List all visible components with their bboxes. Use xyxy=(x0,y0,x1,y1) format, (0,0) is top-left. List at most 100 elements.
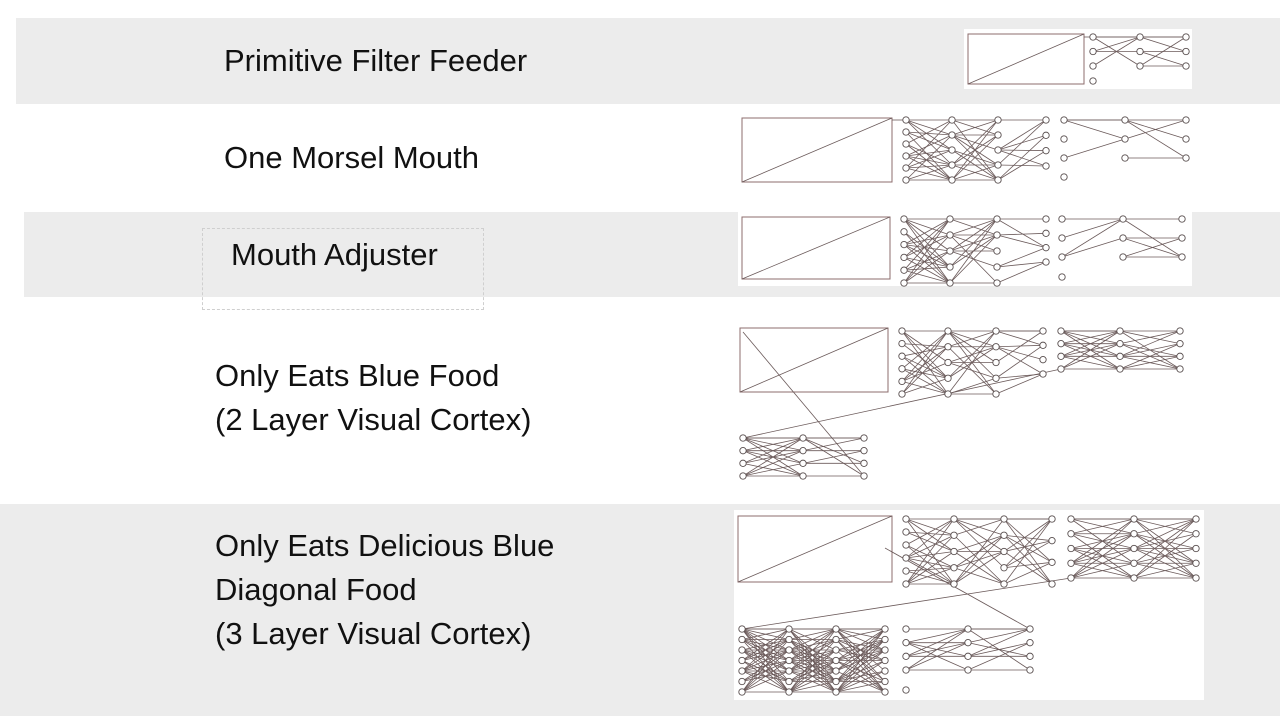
network-node xyxy=(902,128,910,136)
network-edge xyxy=(835,660,886,693)
network-node xyxy=(900,253,908,262)
network-node xyxy=(1042,162,1050,170)
network-node xyxy=(1058,273,1066,281)
network-node xyxy=(799,447,807,455)
network-edge xyxy=(967,628,1031,657)
network-edge xyxy=(1092,36,1141,52)
network-node xyxy=(993,247,1001,255)
network-node xyxy=(1058,253,1066,261)
row-label-only-eats-delicious-blue-diagonal-food: Only Eats Delicious Blue Diagonal Food (… xyxy=(215,524,554,656)
network-node xyxy=(1057,352,1065,360)
network-node xyxy=(739,459,747,467)
network-node xyxy=(1026,625,1034,633)
network-edge xyxy=(1061,218,1124,258)
network-edge xyxy=(788,649,837,693)
network-node xyxy=(1000,580,1008,588)
row-label-mouth-adjuster: Mouth Adjuster xyxy=(231,233,438,277)
network-edge xyxy=(903,218,951,258)
network-node xyxy=(900,266,908,274)
network-node xyxy=(1026,666,1034,674)
network-edge xyxy=(1119,355,1181,370)
network-edge xyxy=(1139,51,1187,67)
network-node xyxy=(1042,116,1050,124)
network-node xyxy=(1048,515,1056,523)
network-node xyxy=(1121,135,1129,143)
network-edge xyxy=(905,143,953,181)
network-edge xyxy=(997,135,1047,181)
network-node xyxy=(1042,244,1050,252)
network-node xyxy=(881,656,889,665)
network-node xyxy=(1182,116,1190,124)
label-line: One Morsel Mouth xyxy=(224,140,479,175)
network-node xyxy=(964,625,972,633)
network-edge xyxy=(905,119,953,136)
network-edge xyxy=(905,518,955,585)
network-edge xyxy=(905,131,953,151)
network-edge xyxy=(1124,119,1187,140)
network-edge xyxy=(905,551,955,559)
network-node xyxy=(1060,116,1068,124)
network-node xyxy=(1130,530,1138,538)
network-node xyxy=(902,152,910,160)
network-node xyxy=(1119,215,1127,223)
network-node xyxy=(944,390,952,398)
network-node xyxy=(946,231,954,239)
row-label-only-eats-blue-food: Only Eats Blue Food (2 Layer Visual Cort… xyxy=(215,354,531,442)
network-node xyxy=(994,176,1002,184)
network-node xyxy=(902,686,910,694)
network-edge xyxy=(903,244,951,268)
network-edge xyxy=(905,134,953,157)
network-edge xyxy=(949,218,998,236)
network-edge xyxy=(742,368,1062,439)
network-edge xyxy=(995,346,1044,361)
network-edge xyxy=(997,149,1047,152)
network-edge xyxy=(967,642,1031,671)
retina-box xyxy=(741,216,891,280)
network-node xyxy=(1178,234,1186,242)
network-edge xyxy=(1070,518,1135,579)
network-node xyxy=(946,279,954,287)
network-node xyxy=(738,635,746,644)
network-edge xyxy=(905,131,953,136)
network-node xyxy=(1042,258,1050,266)
network-node xyxy=(1176,340,1184,348)
network-edge xyxy=(903,218,951,284)
network-node xyxy=(1182,62,1190,70)
network-node xyxy=(994,161,1002,169)
network-node xyxy=(1089,77,1097,85)
network-edge xyxy=(1003,561,1053,569)
network-node xyxy=(785,656,793,665)
network-edge xyxy=(1061,218,1124,239)
network-node xyxy=(902,528,910,536)
network-edge xyxy=(835,628,886,672)
network-node xyxy=(946,215,954,223)
network-node xyxy=(902,639,910,647)
network-node xyxy=(738,677,746,686)
network-node xyxy=(785,635,793,644)
network-node xyxy=(944,343,952,351)
network-node xyxy=(1042,131,1050,139)
network-edge xyxy=(905,155,953,181)
network-edge xyxy=(1122,237,1183,258)
network-edge xyxy=(1060,330,1121,345)
network-node xyxy=(964,639,972,647)
row-label-primitive-filter-feeder: Primitive Filter Feeder xyxy=(224,39,527,83)
network-edge xyxy=(835,628,886,661)
network-node xyxy=(950,564,958,572)
network-edge xyxy=(741,670,790,693)
network-edge xyxy=(1070,562,1135,579)
network-node xyxy=(860,472,868,480)
retina-box xyxy=(967,33,1085,85)
network-node xyxy=(799,472,807,480)
network-node xyxy=(902,567,910,575)
network-node xyxy=(1192,530,1200,538)
network-node xyxy=(902,164,910,172)
network-edge xyxy=(947,330,997,379)
network-node xyxy=(992,327,1000,335)
network-edge xyxy=(1063,138,1126,159)
network-node xyxy=(881,635,889,644)
network-node xyxy=(902,140,910,148)
network-edge xyxy=(901,343,949,348)
network-node xyxy=(1089,33,1097,41)
network-edge xyxy=(905,567,955,585)
